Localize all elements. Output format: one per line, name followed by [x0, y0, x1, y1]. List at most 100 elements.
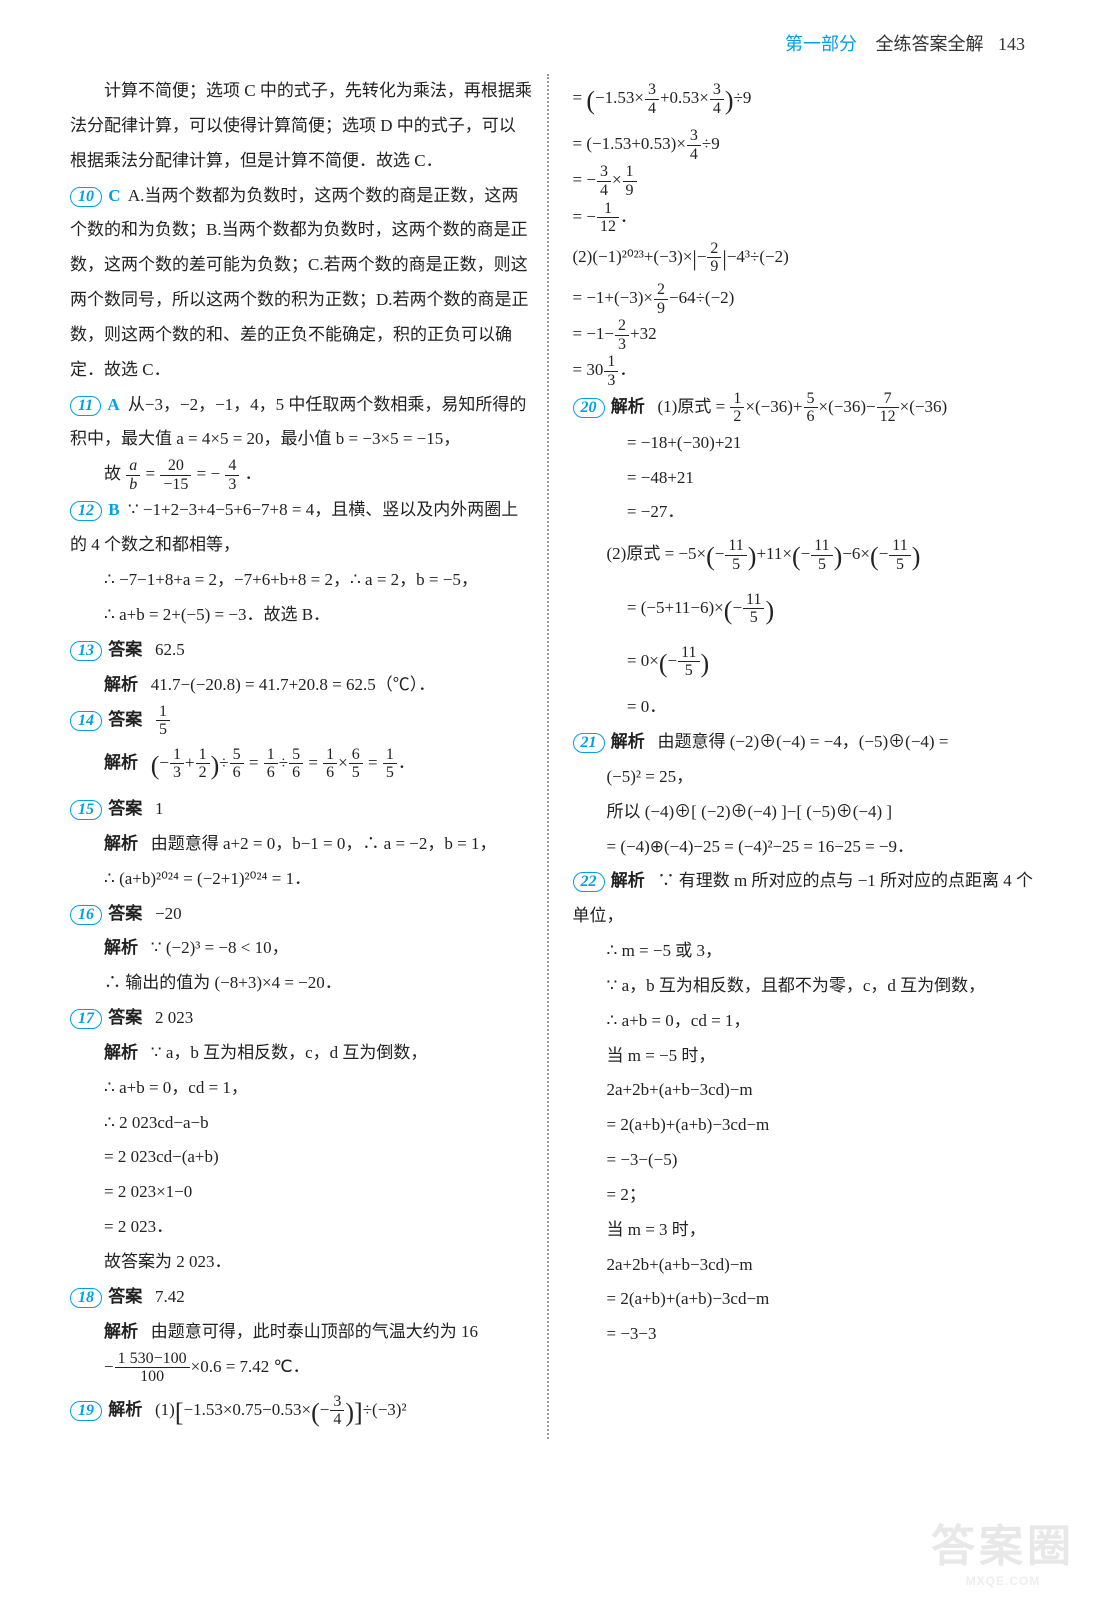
r20a: = −18+(−30)+21 [573, 426, 1036, 461]
q-badge: 15 [70, 800, 102, 820]
ans-label: 答案 [108, 710, 142, 729]
jx-label: 解析 [104, 675, 138, 694]
q15-jx: 解析 由题意得 a+2 = 0，b−1 = 0，∴ a = −2，b = 1， [70, 827, 533, 862]
q-badge: 22 [573, 872, 605, 892]
r4: = −112． [573, 200, 1036, 236]
q15: 15 答案 1 [70, 792, 533, 827]
q-badge: 18 [70, 1288, 102, 1308]
columns: 计算不简便；选项 C 中的式子，先转化为乘法，再根据乘法分配律计算，可以使得计算… [70, 74, 1035, 1439]
r20g: = 0． [573, 690, 1036, 725]
q17: 17 答案 2 023 [70, 1001, 533, 1036]
q22c: ∵ a，b 互为相反数，且都不为零，c，d 互为倒数， [573, 969, 1036, 1004]
ans-label: 答案 [108, 1287, 142, 1306]
jx-label: 解析 [104, 938, 138, 957]
q16-b: ∴ 输出的值为 (−8+3)×4 = −20． [70, 966, 533, 1001]
q18-b: −1 530−100100×0.6 = 7.42 ℃． [70, 1350, 533, 1386]
page-number: 143 [998, 34, 1025, 54]
q13-jx: 解析 41.7−(−20.8) = 41.7+20.8 = 62.5（℃）． [70, 668, 533, 703]
q12-a: ∵ −1+2−3+4−5+6−7+8 = 4，且横、竖以及内外两圈上的 4 个数… [70, 500, 518, 554]
q-answer: B [108, 500, 119, 519]
q18-jx: 解析 由题意可得，此时泰山顶部的气温大约为 16 [70, 1315, 533, 1350]
q16-ans: −20 [155, 904, 182, 923]
r20e: = (−5+11−6)×(−115) [573, 584, 1036, 637]
jx-label: 解析 [104, 1322, 138, 1341]
q19: 19 解析 (1)[−1.53×0.75−0.53×(−34)]÷(−3)² [70, 1386, 533, 1439]
q17-f: = 2 023． [70, 1210, 533, 1245]
q16: 16 答案 −20 [70, 897, 533, 932]
q17-jx: 解析 ∵ a，b 互为相反数，c，d 互为倒数， [70, 1036, 533, 1071]
q10-text: A.当两个数都为负数时，这两个数的商是正数，这两个数的和为负数；B.当两个数都为… [70, 186, 529, 379]
r8: = 3013． [573, 353, 1036, 389]
q17-e: = 2 023×1−0 [70, 1175, 533, 1210]
page-header: 第一部分 全练答案全解 143 [70, 30, 1035, 56]
frac: 20−15 [160, 457, 191, 493]
q-badge: 20 [573, 398, 605, 418]
q-badge: 19 [70, 1401, 102, 1421]
q14-jx: 解析 (−13+12)÷56 = 16÷56 = 16×65 = 15． [70, 739, 533, 792]
q17-b: ∴ a+b = 0，cd = 1， [70, 1071, 533, 1106]
q18: 18 答案 7.42 [70, 1280, 533, 1315]
q20: 20 解析 (1)原式 = 12×(−36)+56×(−36)−712×(−36… [573, 390, 1036, 426]
q11: 11 A 从−3，−2，−1，4，5 中任取两个数相乘，易知所得的积中，最大值 … [70, 388, 533, 458]
r20c: = −27． [573, 495, 1036, 530]
q22b: ∴ m = −5 或 3， [573, 934, 1036, 969]
q10: 10 C A.当两个数都为负数时，这两个数的商是正数，这两个数的和为负数；B.当… [70, 179, 533, 388]
frac: 15 [156, 703, 170, 739]
q22i: = 2； [573, 1178, 1036, 1213]
ans-label: 答案 [108, 799, 142, 818]
r7: = −1−23+32 [573, 317, 1036, 353]
q21: 21 解析 由题意得 (−2)⊕(−4) = −4，(−5)⊕(−4) = [573, 725, 1036, 760]
q-badge: 12 [70, 501, 102, 521]
r3: = −34×19 [573, 163, 1036, 199]
q17-ans: 2 023 [155, 1008, 193, 1027]
r5: (2)(−1)²⁰²³+(−3)×|−29|−4³÷(−2) [573, 236, 1036, 281]
q12: 12 B ∵ −1+2−3+4−5+6−7+8 = 4，且横、竖以及内外两圈上的… [70, 493, 533, 563]
frac: 43 [225, 457, 239, 493]
q16-jx: 解析 ∵ (−2)³ = −8 < 10， [70, 931, 533, 966]
q22f: 2a+2b+(a+b−3cd)−m [573, 1073, 1036, 1108]
jx-label: 解析 [104, 834, 138, 853]
q-badge: 14 [70, 711, 102, 731]
r20f: = 0×(−115) [573, 637, 1036, 690]
q-badge: 17 [70, 1009, 102, 1029]
jx-label: 解析 [104, 753, 138, 772]
q-answer: C [108, 186, 120, 205]
q22: 22 解析 ∵ 有理数 m 所对应的点与 −1 所对应的点距离 4 个单位， [573, 864, 1036, 934]
q13-ans: 62.5 [155, 640, 185, 659]
r1: = (−1.53×34+0.53×34)÷9 [573, 74, 1036, 127]
q17-c: ∴ 2 023cd−a−b [70, 1106, 533, 1141]
q11-a: 从−3，−2，−1，4，5 中任取两个数相乘，易知所得的积中，最大值 a = 4… [70, 395, 526, 449]
ans-label: 答案 [108, 904, 142, 923]
q13: 13 答案 62.5 [70, 633, 533, 668]
q-badge: 21 [573, 733, 605, 753]
watermark: 答案圈 MXQE.COM [931, 1510, 1075, 1588]
r6: = −1+(−3)×29−64÷(−2) [573, 281, 1036, 317]
q18-ans: 7.42 [155, 1287, 185, 1306]
jx-label: 解析 [611, 732, 645, 751]
section-label: 第一部分 [785, 34, 857, 54]
page: 第一部分 全练答案全解 143 计算不简便；选项 C 中的式子，先转化为乘法，再… [0, 0, 1095, 1600]
jx-label: 解析 [108, 1400, 142, 1419]
jx-label: 解析 [611, 397, 645, 416]
ans-label: 答案 [108, 640, 142, 659]
q12-b: ∴ −7−1+8+a = 2，−7+6+b+8 = 2，∴ a = 2，b = … [70, 563, 533, 598]
q15-ans: 1 [155, 799, 164, 818]
q14: 14 答案 15 [70, 703, 533, 739]
q22k: 2a+2b+(a+b−3cd)−m [573, 1248, 1036, 1283]
q15-b: ∴ (a+b)²⁰²⁴ = (−2+1)²⁰²⁴ = 1． [70, 862, 533, 897]
q-answer: A [107, 395, 119, 414]
r20d: (2)原式 = −5×(−115)+11×(−115)−6×(−115) [573, 530, 1036, 583]
q-badge: 10 [70, 187, 102, 207]
q-badge: 13 [70, 641, 102, 661]
q22j: 当 m = 3 时， [573, 1213, 1036, 1248]
r20b: = −48+21 [573, 461, 1036, 496]
q22g: = 2(a+b)+(a+b)−3cd−m [573, 1108, 1036, 1143]
q-badge: 16 [70, 905, 102, 925]
q21c: 所以 (−4)⊕[ (−2)⊕(−4) ]−[ (−5)⊕(−4) ] [573, 795, 1036, 830]
q22d: ∴ a+b = 0，cd = 1， [573, 1004, 1036, 1039]
jx-label: 解析 [611, 871, 645, 890]
q22l: = 2(a+b)+(a+b)−3cd−m [573, 1282, 1036, 1317]
q22e: 当 m = −5 时， [573, 1039, 1036, 1074]
q-badge: 11 [70, 396, 101, 416]
header-title: 全练答案全解 [876, 34, 984, 54]
